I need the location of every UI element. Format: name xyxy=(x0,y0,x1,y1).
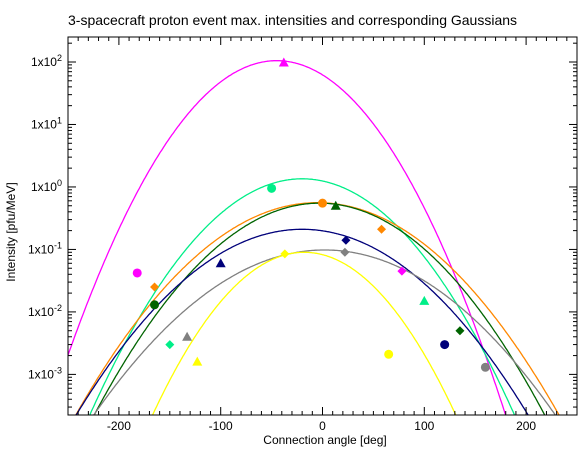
x-tick-label: -200 xyxy=(107,419,131,433)
data-point-2-2 xyxy=(267,183,277,193)
x-axis-label: Connection angle [deg] xyxy=(263,433,386,447)
y-axis-label: Intensity [pfu/MeV] xyxy=(4,182,18,281)
gaussian-curve-6 xyxy=(92,249,557,415)
y-tick-label: 1x100 xyxy=(31,178,62,194)
data-point-5-3 xyxy=(440,340,450,350)
chart-title: 3-spacecraft proton event max. intensiti… xyxy=(68,12,517,28)
data-point-6-2 xyxy=(340,247,350,257)
data-point-7-1 xyxy=(192,356,203,366)
gaussian-curve-1 xyxy=(68,60,507,415)
data-point-2-1 xyxy=(165,340,175,350)
y-tick-label: 1x101 xyxy=(31,115,62,131)
y-tick-label: 1x10-2 xyxy=(28,303,62,319)
data-point-4-1 xyxy=(150,300,160,310)
data-point-7-2 xyxy=(280,249,290,259)
x-tick-label: -100 xyxy=(209,419,233,433)
data-point-1-1 xyxy=(132,268,142,278)
y-tick-label: 1x102 xyxy=(31,53,62,69)
data-point-4-2 xyxy=(330,200,341,210)
y-tick-label: 1x10-3 xyxy=(28,365,62,381)
x-tick-label: 0 xyxy=(319,419,326,433)
data-point-7-3 xyxy=(384,349,394,359)
data-point-4-3 xyxy=(455,326,465,336)
data-point-1-3 xyxy=(397,266,407,276)
gaussian-curve-2 xyxy=(89,178,516,415)
data-point-3-2 xyxy=(318,198,327,208)
gaussian-curves xyxy=(68,60,560,415)
data-point-5-2 xyxy=(341,235,351,245)
data-point-5-1 xyxy=(215,258,226,268)
data-point-3-3 xyxy=(377,224,387,234)
data-points xyxy=(132,57,490,372)
data-point-2-3 xyxy=(419,295,430,305)
data-point-6-3 xyxy=(480,362,490,372)
data-point-1-2 xyxy=(278,57,289,67)
data-point-6-1 xyxy=(182,331,193,341)
y-tick-label: 1x10-1 xyxy=(28,240,62,256)
plot-frame xyxy=(67,36,578,416)
axes: -200 -100 0 100 200 1x10-3 1x10-2 1x10-1 1x100 1x… xyxy=(28,36,578,433)
data-point-3-1 xyxy=(150,282,160,292)
gaussian-curve-7 xyxy=(151,251,457,415)
x-tick-label: 200 xyxy=(516,419,536,433)
x-tick-label: 100 xyxy=(414,419,434,433)
gaussian-curve-5 xyxy=(75,228,529,415)
